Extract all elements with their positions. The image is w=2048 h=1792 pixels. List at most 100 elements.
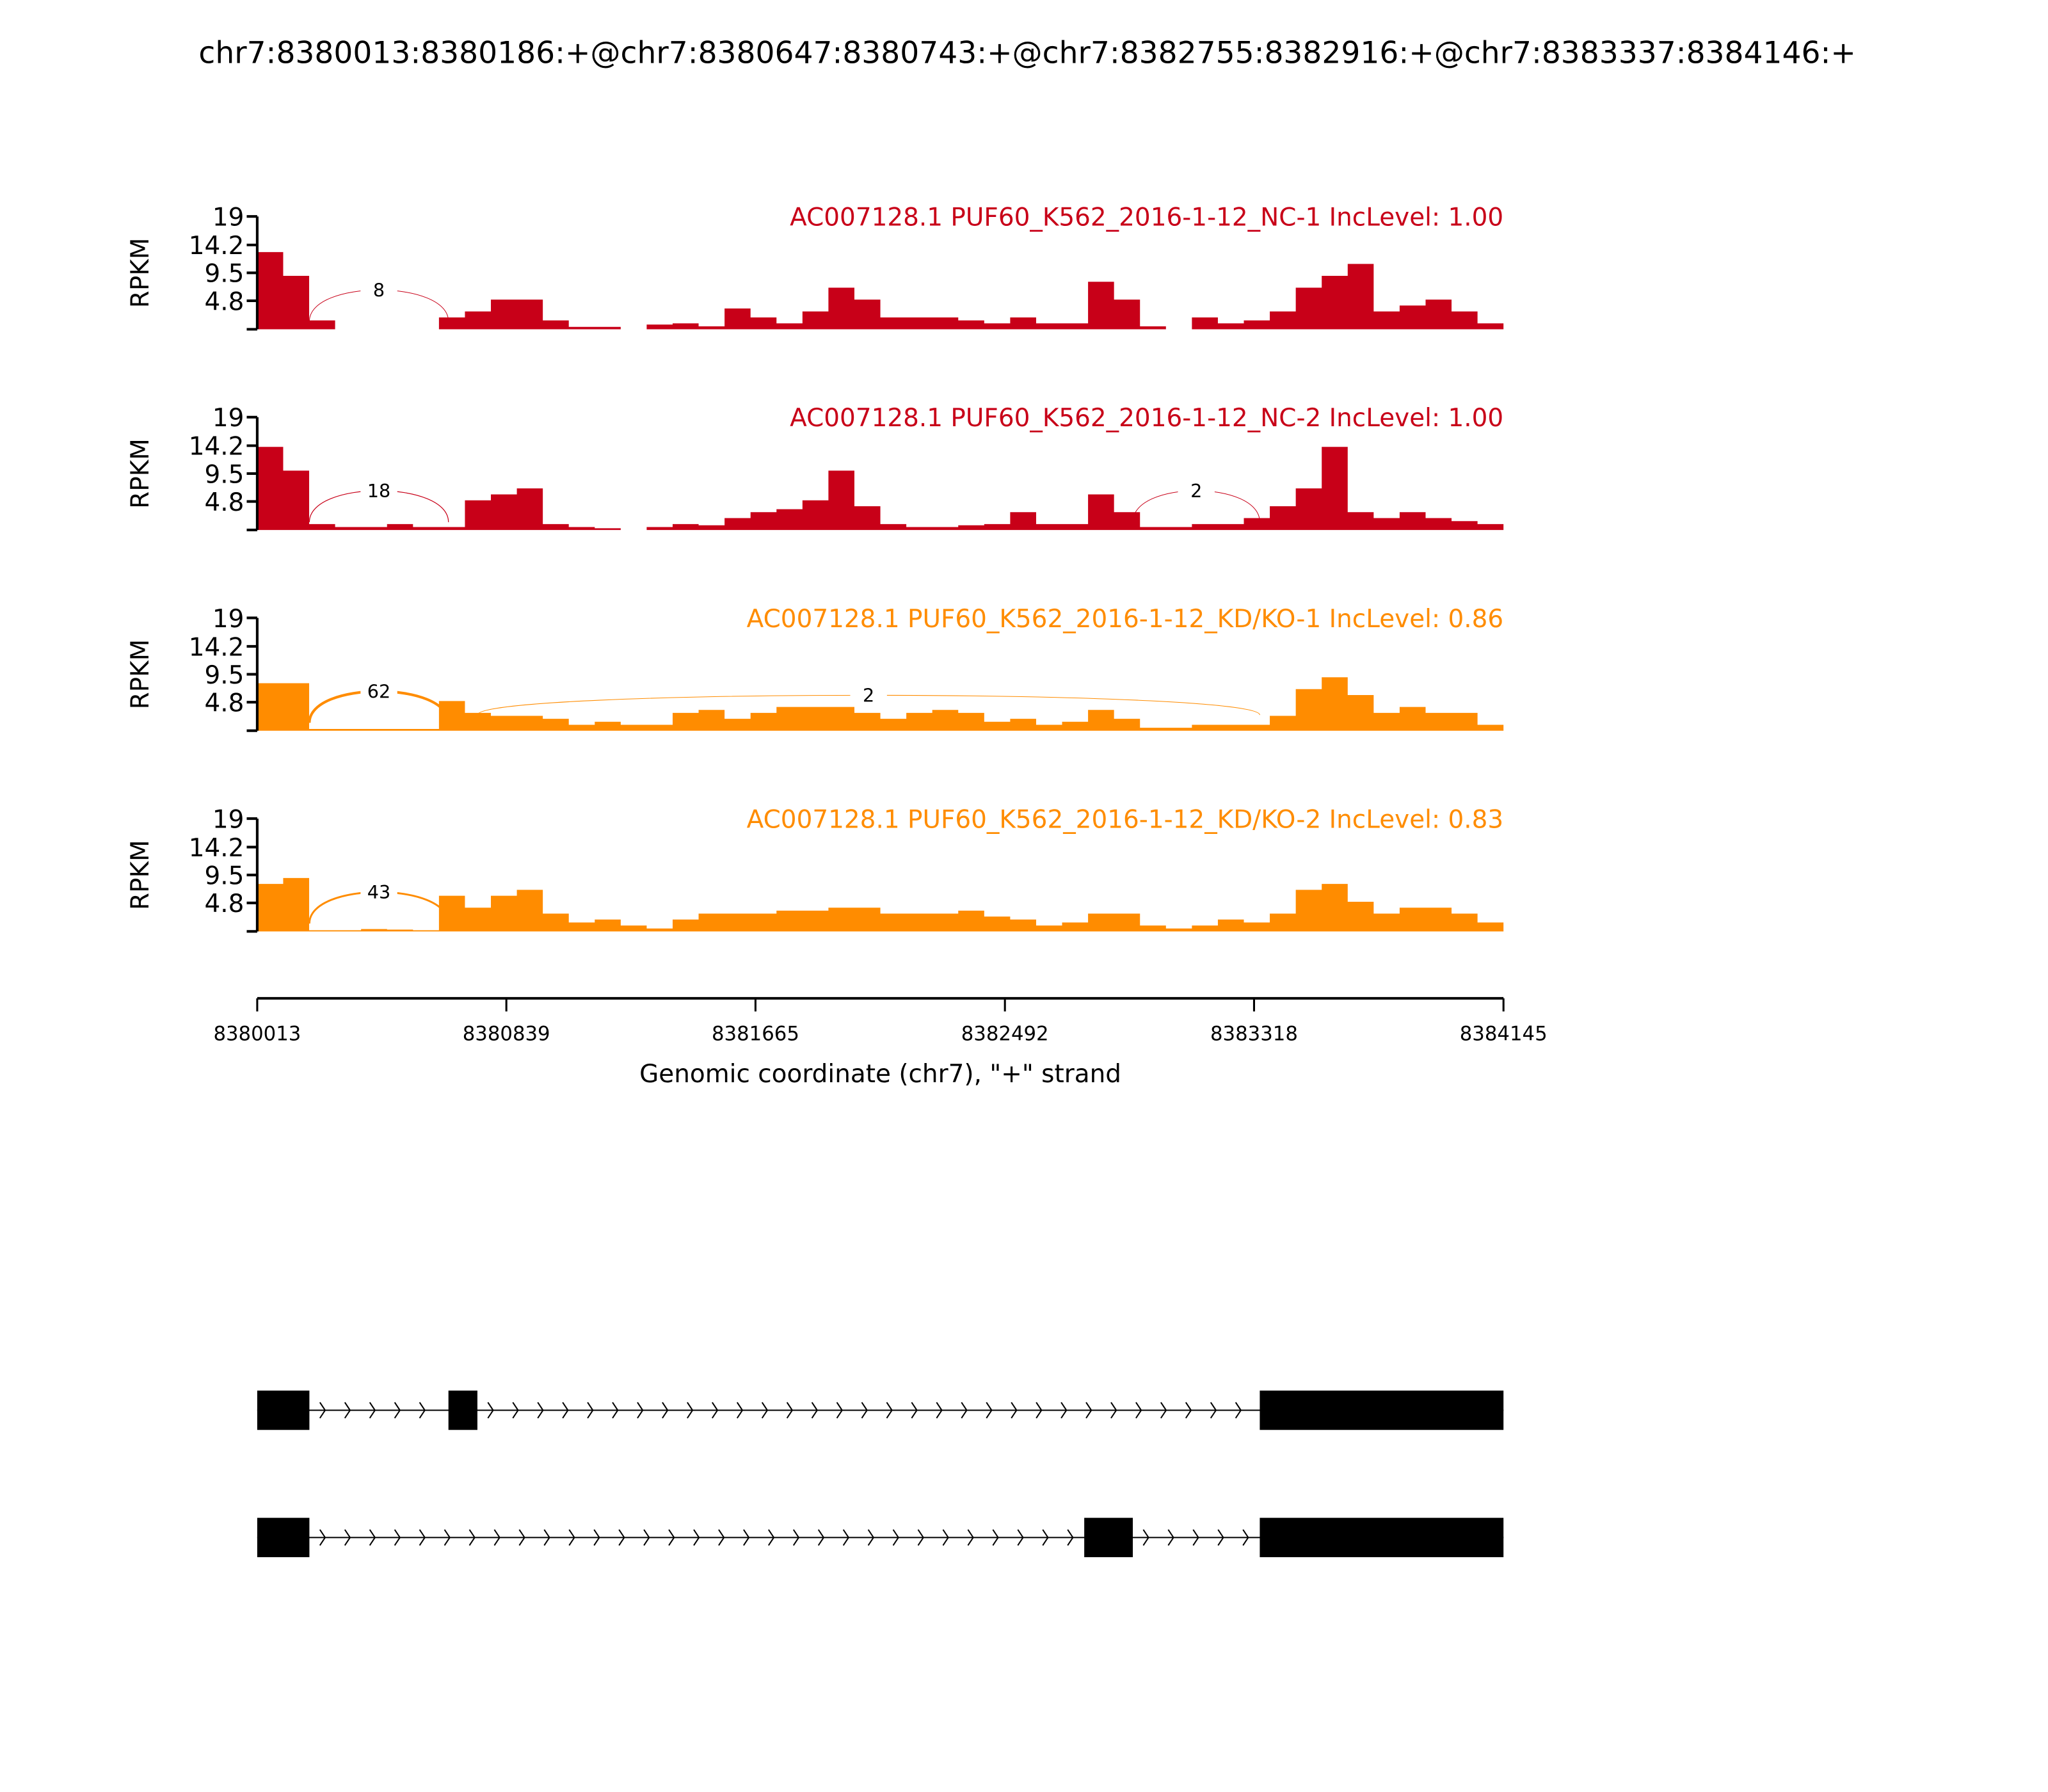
transcript-model	[257, 1517, 1504, 1558]
strand-arrow-icon	[668, 1529, 675, 1546]
strand-arrow-icon	[1060, 1402, 1068, 1419]
strand-arrow-icon	[319, 1529, 326, 1546]
strand-arrow-icon	[1067, 1529, 1074, 1546]
coverage-area	[257, 447, 1504, 531]
strand-arrow-icon	[1017, 1529, 1024, 1546]
y-axis-label: RPKM	[126, 840, 155, 910]
strand-arrow-icon	[886, 1402, 893, 1419]
strand-arrow-icon	[612, 1402, 619, 1419]
strand-arrow-icon	[444, 1529, 451, 1546]
strand-arrow-icon	[718, 1529, 725, 1546]
strand-arrow-icon	[1110, 1402, 1117, 1419]
strand-arrow-icon	[394, 1529, 401, 1546]
strand-arrow-icon	[419, 1529, 426, 1546]
y-tick-label: 9.5	[204, 260, 244, 289]
strand-arrow-icon	[394, 1402, 401, 1419]
y-tick-label: 19	[212, 404, 244, 433]
x-tick-label: 8380839	[463, 1022, 550, 1045]
x-tick-label: 8380013	[213, 1022, 301, 1045]
junction-label-bg	[360, 879, 397, 903]
x-tick-label: 8382492	[961, 1022, 1049, 1045]
exon-block	[257, 1517, 310, 1558]
strand-arrow-icon	[768, 1529, 775, 1546]
strand-arrow-icon	[1135, 1402, 1142, 1419]
y-tick-label: 14.2	[189, 232, 244, 260]
strand-arrow-icon	[861, 1402, 868, 1419]
strand-arrow-icon	[811, 1402, 819, 1419]
strand-arrow-icon	[992, 1529, 999, 1546]
strand-arrow-icon	[711, 1402, 719, 1419]
strand-arrow-icon	[842, 1529, 850, 1546]
transcript-model	[257, 1390, 1504, 1430]
strand-arrow-icon	[344, 1529, 351, 1546]
strand-arrow-icon	[817, 1529, 825, 1546]
junction-count: 8	[373, 279, 385, 301]
y-tick-label: 4.8	[204, 689, 244, 718]
strand-arrow-icon	[543, 1529, 550, 1546]
junction-count: 18	[367, 480, 391, 502]
y-axis-label: RPKM	[126, 238, 155, 308]
chart-title: chr7:8380013:8380186:+@chr7:8380647:8380…	[198, 35, 1855, 70]
strand-arrow-icon	[867, 1529, 875, 1546]
strand-arrow-icon	[1235, 1402, 1242, 1419]
track-label: AC007128.1 PUF60_K562_2016-1-12_KD/KO-2 …	[747, 805, 1504, 834]
strand-arrow-icon	[662, 1402, 669, 1419]
junction-label-bg	[1178, 477, 1215, 502]
track-label: AC007128.1 PUF60_K562_2016-1-12_NC-1 Inc…	[790, 204, 1503, 232]
strand-arrow-icon	[568, 1529, 575, 1546]
strand-arrow-icon	[1160, 1402, 1167, 1419]
y-tick-label: 4.8	[204, 287, 244, 316]
strand-arrow-icon	[1036, 1402, 1043, 1419]
strand-arrow-icon	[537, 1402, 544, 1419]
strand-arrow-icon	[1210, 1402, 1217, 1419]
strand-arrow-icon	[369, 1402, 376, 1419]
strand-arrow-icon	[562, 1402, 569, 1419]
strand-arrow-icon	[736, 1402, 744, 1419]
junction-label-bg	[360, 276, 397, 301]
strand-arrow-icon	[493, 1529, 500, 1546]
junction-count: 2	[863, 685, 874, 707]
junction-label-bg	[360, 477, 397, 502]
y-tick-label: 9.5	[204, 661, 244, 690]
strand-arrow-icon	[487, 1402, 494, 1419]
y-tick-label: 4.8	[204, 488, 244, 517]
x-tick-label: 8381665	[712, 1022, 799, 1045]
junction-count: 62	[367, 680, 391, 702]
strand-arrow-icon	[468, 1529, 476, 1546]
y-axis-label: RPKM	[126, 639, 155, 710]
strand-arrow-icon	[419, 1402, 426, 1419]
y-tick-label: 14.2	[189, 633, 244, 662]
strand-arrow-icon	[1142, 1529, 1149, 1546]
coverage-area	[257, 252, 1504, 330]
coverage-area	[257, 877, 1504, 932]
track-label: AC007128.1 PUF60_K562_2016-1-12_NC-2 Inc…	[790, 404, 1503, 433]
strand-arrow-icon	[637, 1402, 644, 1419]
strand-arrow-icon	[593, 1529, 600, 1546]
strand-arrow-icon	[344, 1402, 351, 1419]
strand-arrow-icon	[512, 1402, 519, 1419]
y-tick-label: 19	[212, 204, 244, 232]
y-tick-label: 4.8	[204, 890, 244, 918]
strand-arrow-icon	[836, 1402, 844, 1419]
strand-arrow-icon	[743, 1529, 750, 1546]
y-tick-label: 9.5	[204, 862, 244, 891]
strand-arrow-icon	[961, 1402, 968, 1419]
strand-arrow-icon	[1167, 1529, 1174, 1546]
strand-arrow-icon	[761, 1402, 769, 1419]
strand-arrow-icon	[1085, 1402, 1092, 1419]
strand-arrow-icon	[986, 1402, 993, 1419]
strand-arrow-icon	[369, 1529, 376, 1546]
strand-arrow-icon	[942, 1529, 949, 1546]
y-tick-label: 14.2	[189, 433, 244, 461]
exon-block	[1260, 1517, 1504, 1558]
junction-count: 2	[1190, 480, 1202, 502]
junction-label-bg	[850, 682, 887, 706]
exon-block	[257, 1390, 310, 1430]
strand-arrow-icon	[518, 1529, 525, 1546]
junction-count: 43	[367, 881, 391, 903]
strand-arrow-icon	[1217, 1529, 1224, 1546]
